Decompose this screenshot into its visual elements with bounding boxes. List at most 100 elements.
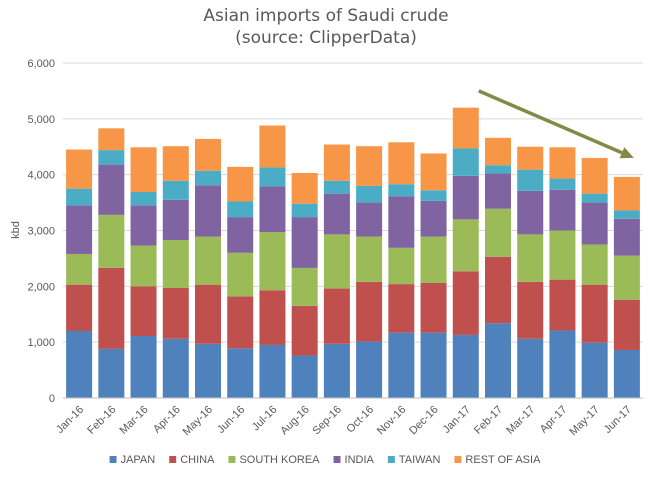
bar-segment-china — [227, 296, 254, 349]
bar-segment-japan — [98, 348, 125, 398]
y-tick-label: 2,000 — [27, 281, 55, 293]
bar-segment-china — [388, 284, 415, 333]
bar-segment-rest-of-asia — [388, 142, 415, 185]
bar-segment-rest-of-asia — [549, 147, 576, 179]
bar-segment-china — [420, 282, 447, 333]
legend-swatch — [454, 456, 462, 463]
bar-segment-japan — [162, 338, 189, 398]
x-tick-label: Apr-16 — [151, 404, 183, 436]
bar-segment-south-korea — [549, 230, 576, 280]
legend-swatch — [333, 456, 341, 463]
x-tick-label: Oct-16 — [344, 404, 376, 436]
bar-segment-taiwan — [130, 191, 157, 206]
bar-segment-taiwan — [323, 180, 350, 194]
bar-segment-india — [162, 199, 189, 240]
bar-segment-rest-of-asia — [452, 107, 479, 149]
bar-segment-japan — [291, 355, 318, 398]
legend-swatch — [228, 456, 236, 463]
bar-segment-rest-of-asia — [66, 149, 93, 189]
y-tick-label: 6,000 — [27, 58, 55, 70]
bar-segment-china — [452, 271, 479, 335]
bar-segment-south-korea — [485, 208, 511, 257]
bar-segment-taiwan — [613, 210, 640, 219]
y-tick-label: 1,000 — [27, 337, 55, 349]
bar-segment-japan — [452, 334, 479, 398]
bar-segment-rest-of-asia — [195, 138, 221, 171]
trend-arrow — [478, 89, 634, 159]
bar-segment-south-korea — [195, 236, 221, 285]
trend-arrow-head — [619, 147, 634, 159]
legend-swatch — [387, 456, 395, 463]
bar-segment-rest-of-asia — [517, 146, 544, 170]
bar-segment-taiwan — [291, 203, 318, 218]
x-tick-label: Jan-16 — [54, 404, 86, 436]
bar-segment-china — [581, 284, 608, 343]
x-tick-label: Aug-16 — [278, 404, 312, 438]
bar-segment-japan — [356, 341, 383, 398]
bar-segment-south-korea — [66, 253, 93, 285]
legend-label: INDIA — [345, 454, 375, 466]
bar-segment-japan — [549, 330, 576, 398]
legend-label: JAPAN — [121, 454, 156, 466]
bar-segment-india — [485, 173, 511, 209]
x-tick-label: Feb-17 — [472, 404, 505, 437]
bar-segment-india — [98, 164, 125, 215]
bar-segment-taiwan — [420, 190, 447, 201]
x-tick-label: Jun-17 — [602, 404, 634, 436]
bar-segment-india — [66, 205, 93, 254]
bar-segment-south-korea — [259, 232, 286, 291]
legend-swatch — [169, 456, 177, 463]
bar-segment-india — [581, 202, 608, 245]
bar-segment-rest-of-asia — [356, 146, 383, 186]
legend-label: CHINA — [180, 454, 215, 466]
bar-segment-india — [356, 202, 383, 237]
bars-group — [66, 107, 640, 398]
bar-segment-china — [195, 284, 221, 344]
bar-segment-taiwan — [388, 184, 415, 197]
bar-segment-china — [291, 305, 318, 356]
x-tick-label: Apr-17 — [538, 404, 570, 436]
chart-subtitle: (source: ClipperData) — [235, 28, 417, 48]
bar-segment-japan — [388, 332, 415, 398]
bar-segment-japan — [485, 323, 511, 398]
bar-segment-taiwan — [66, 188, 93, 206]
bar-segment-south-korea — [388, 247, 415, 285]
bar-segment-taiwan — [227, 201, 254, 218]
bar-segment-rest-of-asia — [291, 172, 318, 204]
bar-segment-japan — [581, 342, 608, 398]
bar-segment-india — [452, 175, 479, 220]
bar-segment-south-korea — [323, 234, 350, 289]
x-tick-label: Nov-16 — [375, 404, 409, 438]
x-tick-label: Jan-17 — [441, 404, 473, 436]
bar-segment-india — [323, 193, 350, 235]
bar-segment-rest-of-asia — [613, 176, 640, 211]
bar-segment-india — [195, 185, 221, 237]
bar-segment-india — [130, 205, 157, 246]
bar-segment-japan — [323, 343, 350, 398]
x-tick-label: Mar-17 — [504, 404, 537, 437]
x-tick-label: Feb-16 — [85, 404, 118, 437]
bar-segment-china — [259, 290, 286, 345]
bar-segment-taiwan — [517, 169, 544, 191]
bar-segment-china — [323, 288, 350, 344]
bar-segment-south-korea — [581, 244, 608, 285]
bar-segment-japan — [420, 332, 447, 398]
bar-segment-rest-of-asia — [130, 147, 157, 192]
bar-segment-japan — [259, 344, 286, 398]
bar-segment-china — [517, 281, 544, 339]
x-tick-label: Jul-16 — [250, 404, 280, 434]
bar-segment-south-korea — [130, 245, 157, 287]
bar-segment-japan — [130, 336, 157, 398]
bar-segment-south-korea — [98, 214, 125, 268]
bar-segment-taiwan — [485, 165, 511, 174]
bar-segment-south-korea — [227, 252, 254, 297]
bar-segment-south-korea — [452, 219, 479, 272]
legend-label: TAIWAN — [399, 454, 441, 466]
bar-segment-south-korea — [162, 239, 189, 289]
bar-segment-india — [420, 200, 447, 237]
bar-segment-taiwan — [549, 178, 576, 190]
bar-segment-rest-of-asia — [420, 153, 447, 191]
bar-segment-china — [162, 288, 189, 339]
